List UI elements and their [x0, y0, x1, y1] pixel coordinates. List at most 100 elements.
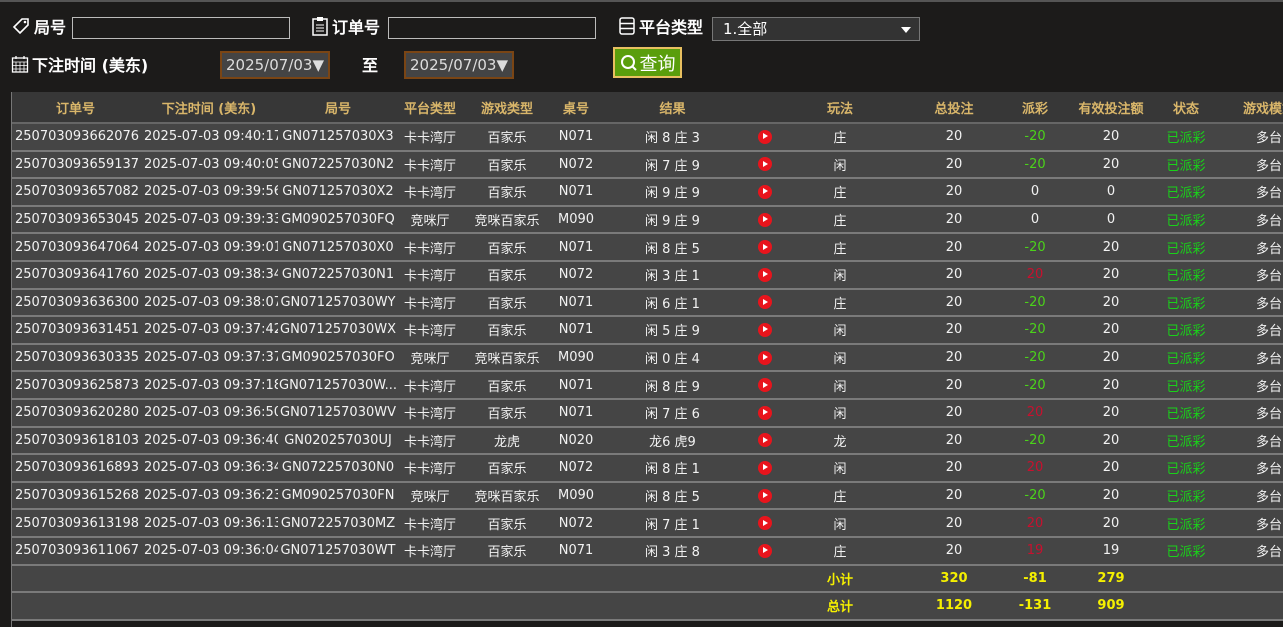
result: 闲 8 庄 5: [600, 481, 745, 511]
game-type: 百家乐: [462, 150, 552, 180]
column-header: 状态: [1165, 92, 1207, 124]
table-row[interactable]: 250703093630335 2025-07-03 09:37:37 GM0902…: [11, 343, 1283, 373]
total-bet: 20: [895, 509, 1013, 538]
status: 已派彩: [1165, 343, 1207, 373]
status: 已派彩: [1165, 536, 1207, 566]
status: 已派彩: [1165, 123, 1207, 152]
play-video-icon[interactable]: [758, 488, 772, 503]
table-row[interactable]: 250703093611067 2025-07-03 09:36:04 GN0712…: [11, 536, 1283, 566]
status: 已派彩: [1165, 371, 1207, 400]
replay-cell: [745, 398, 785, 428]
round-id: GN071257030WV: [278, 398, 398, 428]
total-bet: 20: [895, 205, 1013, 235]
subtotal-valid-bet: 279: [1057, 564, 1165, 594]
platform-select[interactable]: 1.全部: [712, 17, 920, 41]
play-video-icon[interactable]: [758, 516, 772, 531]
date-from-picker[interactable]: 2025/07/03▼: [220, 51, 330, 79]
result: 闲 7 庄 9: [600, 150, 745, 180]
table-row[interactable]: 250703093615268 2025-07-03 09:36:23 GM0902…: [11, 481, 1283, 511]
play-video-icon[interactable]: [758, 543, 772, 558]
bet-time: 2025-07-03 09:39:56: [140, 178, 278, 207]
column-header: 桌号: [552, 92, 600, 124]
payout: -20: [1013, 233, 1057, 262]
result: 闲 8 庄 9: [600, 371, 745, 400]
play-video-icon[interactable]: [758, 350, 772, 365]
empty-cell: [140, 592, 278, 621]
game-mode: 多台: [1207, 343, 1283, 373]
table-row[interactable]: 250703093618103 2025-07-03 09:36:40 GN0202…: [11, 426, 1283, 456]
result: 闲 5 庄 9: [600, 316, 745, 345]
column-header: 派彩: [1013, 92, 1057, 124]
payout: 0: [1013, 205, 1057, 235]
table-id: N071: [552, 536, 600, 566]
table-row[interactable]: 250703093616893 2025-07-03 09:36:34 GN0722…: [11, 454, 1283, 483]
table-row[interactable]: 250703093636300 2025-07-03 09:38:07 GN0712…: [11, 288, 1283, 318]
bet-time: 2025-07-03 09:39:33: [140, 205, 278, 235]
round-id: GN071257030WX: [278, 316, 398, 345]
play-video-icon[interactable]: [758, 295, 772, 310]
game-type: 龙虎: [462, 426, 552, 456]
replay-cell: [745, 123, 785, 152]
total-bet: 20: [895, 536, 1013, 566]
status: 已派彩: [1165, 260, 1207, 290]
game-mode: 多台: [1207, 288, 1283, 318]
table-row[interactable]: 250703093613198 2025-07-03 09:36:13 GN0722…: [11, 509, 1283, 538]
column-header: [745, 92, 785, 124]
status: 已派彩: [1165, 426, 1207, 456]
bet-time: 2025-07-03 09:40:17: [140, 123, 278, 152]
play-video-icon[interactable]: [758, 157, 772, 172]
total-bet: 20: [895, 426, 1013, 456]
result: 闲 7 庄 1: [600, 509, 745, 538]
table-row[interactable]: 250703093631451 2025-07-03 09:37:42 GN0712…: [11, 316, 1283, 345]
play-video-icon[interactable]: [758, 240, 772, 255]
table-row[interactable]: 250703093641760 2025-07-03 09:38:34 GN0722…: [11, 260, 1283, 290]
table-row[interactable]: 250703093647064 2025-07-03 09:39:01 GN0712…: [11, 233, 1283, 262]
game-type: 竞咪百家乐: [462, 343, 552, 373]
result: 闲 0 庄 4: [600, 343, 745, 373]
payout: 20: [1013, 454, 1057, 483]
subtotal-total-bet: 320: [895, 564, 1013, 594]
status: 已派彩: [1165, 509, 1207, 538]
play-video-icon[interactable]: [758, 184, 772, 199]
table-row[interactable]: 250703093620280 2025-07-03 09:36:50 GN0712…: [11, 398, 1283, 428]
total-bet: 20: [895, 398, 1013, 428]
order-input[interactable]: [388, 17, 596, 39]
column-header: 有效投注额: [1057, 92, 1165, 124]
game-type: 竞咪百家乐: [462, 481, 552, 511]
play-video-icon[interactable]: [758, 433, 772, 448]
play-video-icon[interactable]: [758, 405, 772, 420]
empty-cell: [398, 592, 462, 621]
payout: 20: [1013, 398, 1057, 428]
query-button[interactable]: 查询: [613, 47, 682, 78]
table-row[interactable]: 250703093659137 2025-07-03 09:40:05 GN0722…: [11, 150, 1283, 180]
replay-cell: [745, 536, 785, 566]
result: 闲 8 庄 1: [600, 454, 745, 483]
to-label: 至: [362, 56, 379, 75]
order-id: 250703093641760: [11, 260, 140, 290]
table-row[interactable]: 250703093625873 2025-07-03 09:37:18 GN0712…: [11, 371, 1283, 400]
play-video-icon[interactable]: [758, 212, 772, 227]
bet-time: 2025-07-03 09:38:07: [140, 288, 278, 318]
empty-cell: [1165, 564, 1207, 594]
status: 已派彩: [1165, 398, 1207, 428]
play-video-icon[interactable]: [758, 378, 772, 393]
total-bet: 20: [895, 150, 1013, 180]
play-video-icon[interactable]: [758, 322, 772, 337]
play-type: 庄: [785, 288, 895, 318]
table-row[interactable]: 250703093657082 2025-07-03 09:39:56 GN0712…: [11, 178, 1283, 207]
round-input[interactable]: [72, 17, 290, 39]
replay-cell: [745, 150, 785, 180]
game-mode: 多台: [1207, 536, 1283, 566]
table-id: N020: [552, 426, 600, 456]
table-row[interactable]: 250703093653045 2025-07-03 09:39:33 GM0902…: [11, 205, 1283, 235]
play-video-icon[interactable]: [758, 129, 772, 144]
platform: 卡卡湾厅: [398, 150, 462, 180]
column-header: 局号: [278, 92, 398, 124]
date-to-picker[interactable]: 2025/07/03▼: [404, 51, 514, 79]
game-mode: 多台: [1207, 509, 1283, 538]
play-video-icon[interactable]: [758, 460, 772, 475]
play-video-icon[interactable]: [758, 267, 772, 282]
table-row[interactable]: 250703093662076 2025-07-03 09:40:17 GN0712…: [11, 123, 1283, 152]
round-id: GN072257030MZ: [278, 509, 398, 538]
table-id: N071: [552, 178, 600, 207]
